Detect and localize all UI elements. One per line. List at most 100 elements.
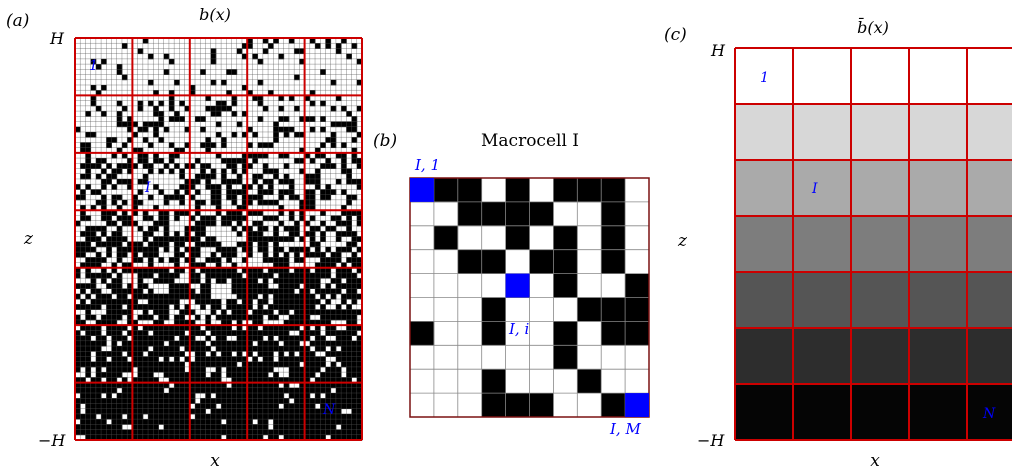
microcell-black bbox=[137, 413, 144, 420]
microcell-black bbox=[137, 278, 144, 284]
microcell-black bbox=[299, 387, 305, 394]
microcell-black bbox=[268, 387, 274, 394]
microcell-black bbox=[174, 215, 180, 222]
microcell-black bbox=[325, 257, 332, 263]
microcell-black bbox=[231, 340, 238, 347]
microcell-black bbox=[226, 105, 232, 112]
panel-c-h-top: H bbox=[710, 41, 726, 60]
microcell-black bbox=[106, 236, 112, 243]
microcell-black bbox=[330, 252, 337, 258]
microcell-black bbox=[163, 393, 170, 399]
microcell-black bbox=[163, 304, 170, 310]
microcell-black bbox=[189, 309, 196, 316]
microcell-black bbox=[273, 393, 279, 399]
microcell-black bbox=[179, 330, 185, 336]
microcell-black bbox=[278, 335, 285, 342]
microcell-black bbox=[90, 272, 97, 279]
microcell-black bbox=[278, 419, 285, 425]
microcell-black bbox=[95, 335, 102, 342]
microcell-black bbox=[158, 340, 165, 347]
microcell-black bbox=[163, 231, 170, 237]
microcell-black bbox=[341, 387, 347, 394]
microcell-black bbox=[210, 252, 217, 258]
microcell-black bbox=[221, 403, 227, 410]
microcell-black bbox=[158, 304, 165, 310]
microcell-black bbox=[195, 377, 201, 383]
microcell-black bbox=[262, 429, 269, 436]
microcell-black bbox=[320, 236, 326, 243]
microcell-black bbox=[137, 424, 144, 430]
microcell-black bbox=[121, 398, 128, 404]
microcell-black bbox=[127, 116, 133, 122]
microcell-black bbox=[257, 340, 264, 347]
microcell-black bbox=[320, 372, 326, 378]
panel-c-h-bottom: −H bbox=[697, 431, 725, 450]
microcell-black bbox=[278, 105, 285, 112]
microcell-black bbox=[168, 346, 175, 352]
microcell-black bbox=[142, 366, 149, 373]
microcell-black bbox=[304, 366, 311, 373]
microcell-black bbox=[231, 419, 238, 425]
microcell-black bbox=[294, 335, 300, 342]
microcell-black bbox=[163, 413, 170, 420]
microcell-black bbox=[210, 236, 217, 243]
microcell-black bbox=[148, 215, 154, 222]
microcell-black bbox=[210, 413, 217, 420]
microcell-black bbox=[221, 137, 227, 143]
microcell-black bbox=[278, 408, 285, 415]
microcell-black bbox=[168, 90, 175, 96]
microcell-black bbox=[174, 293, 180, 300]
microcell-black bbox=[116, 241, 123, 248]
microcell-black bbox=[320, 361, 326, 368]
microcell-black bbox=[75, 340, 81, 347]
microcell-black bbox=[325, 267, 332, 274]
microcell-black bbox=[80, 231, 86, 237]
microcell-black bbox=[335, 152, 342, 159]
averaged-macrocell bbox=[909, 328, 967, 385]
microcell-black bbox=[200, 434, 206, 441]
microcell-black bbox=[351, 419, 358, 425]
microcell-black bbox=[163, 299, 170, 305]
microcell-black bbox=[273, 408, 279, 415]
microcell-black bbox=[625, 321, 650, 346]
microcell-black bbox=[262, 393, 269, 399]
microcell-black bbox=[127, 403, 133, 410]
microcell-black bbox=[142, 121, 149, 128]
microcell-black bbox=[309, 319, 316, 326]
microcell-black bbox=[153, 278, 159, 284]
microcell-black bbox=[247, 346, 253, 352]
microcell-black bbox=[184, 413, 191, 420]
microcell-black bbox=[75, 283, 81, 289]
microcell-black bbox=[116, 116, 123, 122]
microcell-black bbox=[226, 178, 232, 185]
microcell-black bbox=[320, 262, 326, 269]
microcell-black bbox=[195, 340, 201, 347]
microcell-black bbox=[137, 377, 144, 383]
microcell-black bbox=[75, 184, 81, 190]
microcell-black bbox=[85, 142, 92, 149]
microcell-black bbox=[163, 356, 170, 363]
microcell-black bbox=[90, 429, 97, 436]
microcell-black bbox=[142, 335, 149, 342]
microcell-black bbox=[299, 335, 305, 342]
microcell-black bbox=[356, 220, 363, 227]
microcell-black bbox=[205, 335, 212, 342]
microcell-black bbox=[304, 267, 311, 274]
microcell-black bbox=[341, 231, 347, 237]
microcell-black bbox=[174, 79, 180, 86]
microcell-black bbox=[335, 246, 342, 253]
microcell-black bbox=[163, 403, 170, 410]
microcell-black bbox=[309, 387, 316, 394]
microcell-black bbox=[226, 393, 232, 399]
microcell-black bbox=[294, 231, 300, 237]
microcell-black bbox=[315, 178, 321, 185]
microcell-black bbox=[153, 158, 159, 164]
microcell-black bbox=[90, 377, 97, 383]
microcell-black bbox=[153, 335, 159, 342]
microcell-black bbox=[283, 382, 290, 389]
microcell-black bbox=[315, 299, 321, 305]
microcell-black bbox=[111, 419, 118, 425]
microcell-black bbox=[241, 393, 248, 399]
microcell-black bbox=[226, 299, 232, 305]
microcell-black bbox=[262, 278, 269, 284]
